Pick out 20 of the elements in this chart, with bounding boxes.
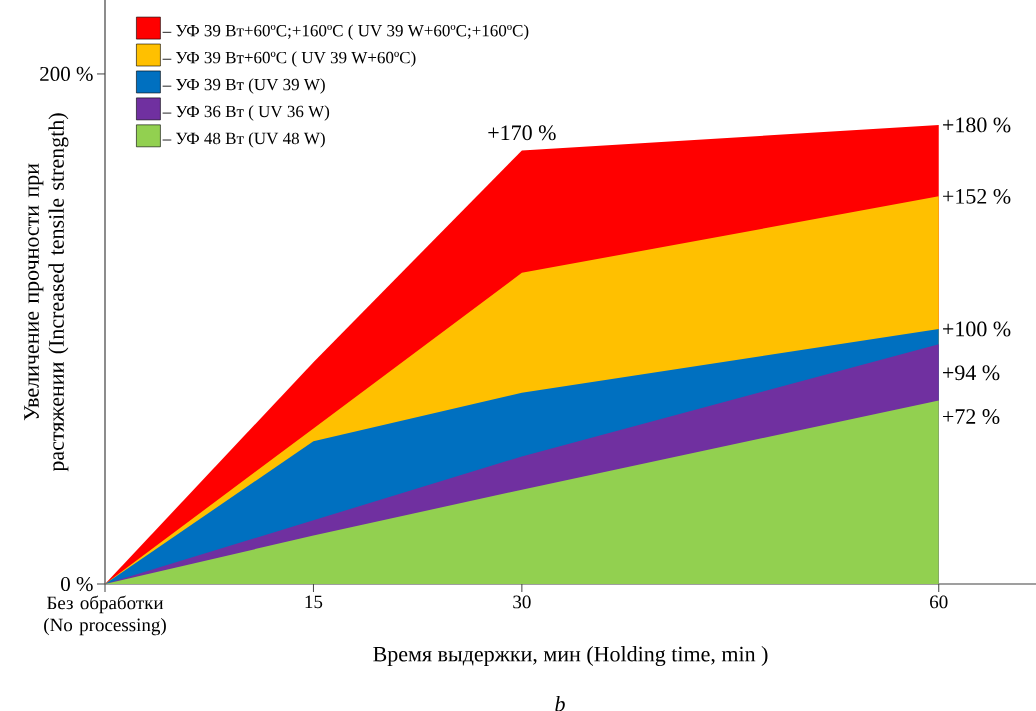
data-label: +72 % bbox=[943, 409, 1000, 425]
text: b bbox=[555, 696, 565, 711]
x-tick-label: 60 bbox=[930, 595, 948, 609]
data-label: +100 % bbox=[943, 321, 1011, 337]
y-tick-label: 0 % bbox=[61, 576, 93, 592]
x-axis-title: Время выдержки, мин (Holding time, min ) bbox=[373, 646, 768, 667]
legend-label: – УФ 39 Вт (UV 39 W) bbox=[162, 78, 325, 94]
legend-label: – УФ 39 Вт+60ºC;+160ºC ( UV 39 W+60ºC;+160ºC) bbox=[162, 24, 529, 40]
x-tick-label: 30 bbox=[513, 595, 531, 609]
data-label: +170 % bbox=[488, 125, 556, 141]
data-label: +180 % bbox=[943, 117, 1011, 133]
legend-label: – УФ 36 Вт ( UV 36 W) bbox=[162, 105, 330, 121]
x-tick-label: Без обработки (No processing) bbox=[44, 595, 166, 636]
data-label: +152 % bbox=[943, 188, 1011, 204]
legend-label: – УФ 39 Вт+60ºC ( UV 39 W+60ºC) bbox=[162, 51, 416, 67]
data-label: +94 % bbox=[943, 365, 1000, 381]
y-axis-title: Увеличение прочности при растяжении (Increased tensile strength) bbox=[24, 113, 69, 472]
y-tick-label: 200 % bbox=[40, 66, 93, 82]
x-tick-label: 15 bbox=[305, 595, 323, 609]
legend-label: – УФ 48 Вт (UV 48 W) bbox=[162, 132, 325, 148]
